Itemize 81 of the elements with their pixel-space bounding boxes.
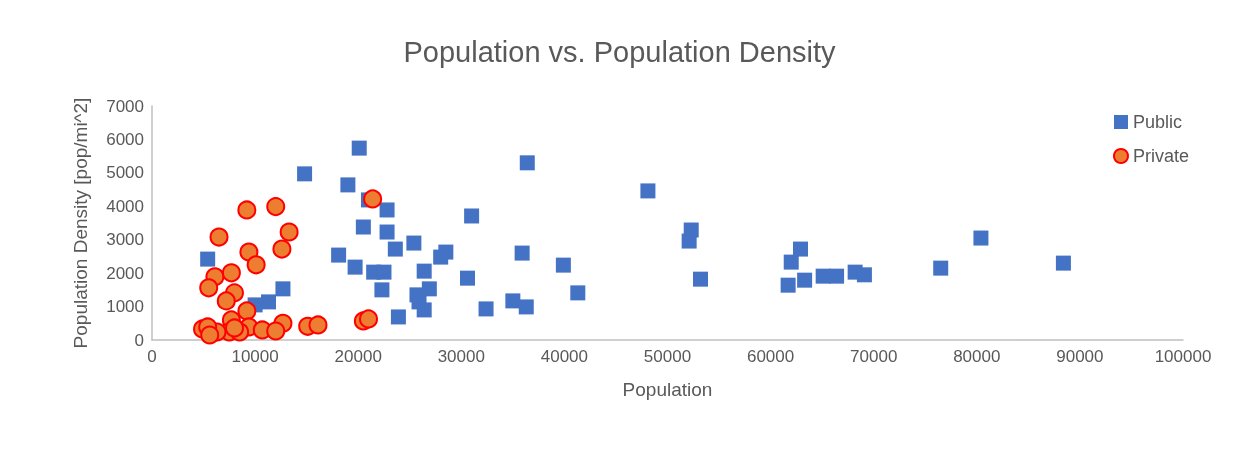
- point: [363, 189, 383, 209]
- y-tick-label: 3000: [106, 230, 144, 250]
- point: [433, 249, 449, 265]
- point: [570, 285, 586, 301]
- point: [261, 294, 276, 310]
- point: [379, 224, 395, 240]
- point: [390, 309, 406, 325]
- point: [793, 241, 808, 257]
- point: [279, 222, 299, 242]
- point: [555, 257, 571, 273]
- point: [272, 239, 292, 259]
- point: [340, 177, 356, 193]
- y-tick-label: 4000: [106, 196, 144, 216]
- point: [209, 227, 229, 247]
- point: [519, 155, 535, 171]
- point: [780, 277, 796, 293]
- point: [505, 293, 521, 309]
- point: [783, 254, 799, 270]
- legend-label: Private: [1132, 146, 1190, 166]
- x-axis-title: Population: [622, 379, 713, 400]
- point: [376, 264, 392, 280]
- point: [351, 140, 367, 156]
- point: [459, 270, 475, 286]
- y-tick-label: 0: [134, 330, 144, 350]
- point: [200, 325, 220, 345]
- point: [266, 321, 286, 341]
- y-tick-label: 1000: [106, 297, 144, 317]
- x-tick-label: 80000: [953, 347, 1001, 366]
- point: [640, 183, 656, 199]
- x-tick-label: 20000: [334, 347, 382, 366]
- x-tick-label: 10000: [231, 347, 279, 366]
- point: [514, 245, 530, 261]
- point: [478, 301, 494, 317]
- point: [421, 281, 437, 297]
- y-tick-label: 2000: [106, 263, 144, 283]
- point: [379, 202, 395, 218]
- x-tick-label: 70000: [850, 347, 898, 366]
- point: [216, 291, 236, 311]
- x-tick-label: 30000: [437, 347, 485, 366]
- x-tick-label: 0: [147, 347, 157, 366]
- point: [308, 315, 328, 335]
- y-axis-title: Population Density [pop/mi^2]: [70, 97, 91, 349]
- point: [359, 309, 379, 329]
- x-tick-label: 90000: [1056, 347, 1104, 366]
- y-tick-label: 6000: [106, 129, 144, 149]
- point: [225, 318, 244, 338]
- point: [856, 267, 872, 283]
- chart-title: Population vs. Population Density: [403, 35, 837, 68]
- point: [692, 271, 708, 287]
- point: [681, 233, 697, 249]
- point: [355, 219, 371, 235]
- point: [331, 247, 347, 263]
- point: [347, 259, 363, 275]
- point: [973, 230, 989, 246]
- point: [406, 235, 422, 251]
- point: [518, 299, 534, 315]
- point: [246, 255, 266, 275]
- x-tick-label: 40000: [540, 347, 589, 366]
- y-tick-label: 7000: [106, 96, 144, 116]
- y-tick-label: 5000: [106, 163, 144, 183]
- point: [829, 268, 845, 284]
- point: [237, 200, 257, 220]
- point: [387, 241, 403, 257]
- point: [464, 208, 480, 224]
- point: [199, 278, 219, 298]
- point: [933, 260, 949, 276]
- point: [266, 197, 286, 217]
- point: [416, 263, 432, 279]
- point: [275, 281, 291, 297]
- point: [237, 301, 257, 321]
- point: [297, 166, 313, 182]
- point: [797, 272, 813, 288]
- x-tick-label: 50000: [643, 347, 692, 366]
- point: [374, 282, 390, 298]
- point: [221, 263, 241, 283]
- point: [416, 302, 432, 318]
- x-tick-label: 100000: [1154, 347, 1212, 366]
- legend-label: Public: [1132, 112, 1183, 132]
- point: [1055, 255, 1071, 271]
- point: [200, 251, 216, 267]
- x-tick-label: 60000: [746, 347, 795, 366]
